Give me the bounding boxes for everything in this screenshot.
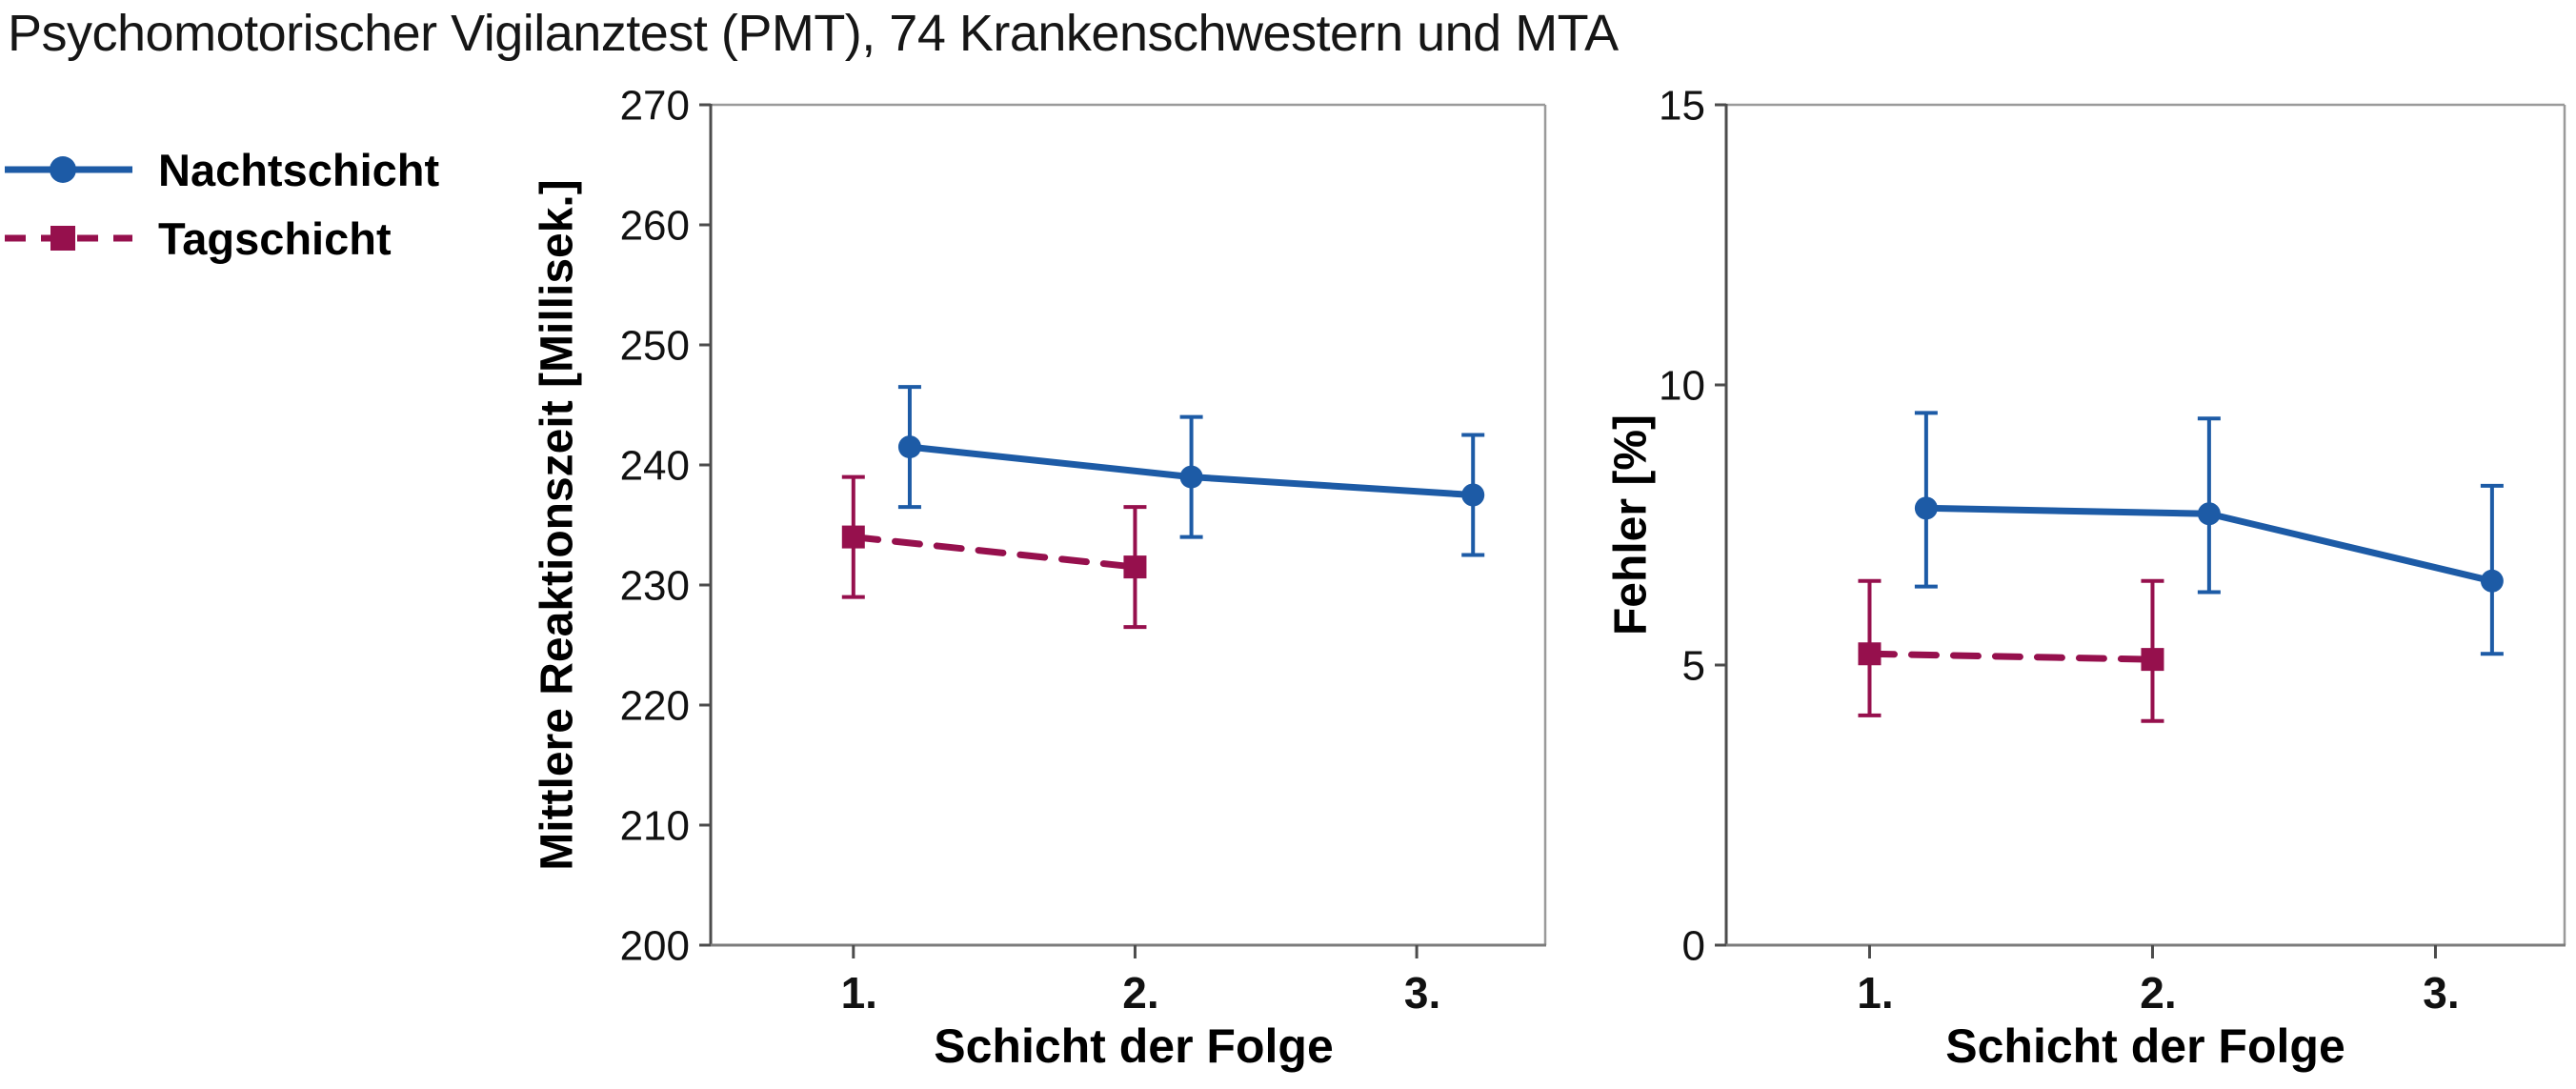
series-tagschicht	[1858, 578, 2164, 723]
y-axis-label-error-percent: Fehler [%]	[1605, 413, 1657, 636]
y-tick-label: 260	[620, 202, 690, 249]
y-tick-label: 15	[1659, 82, 1705, 129]
legend-label-tagschicht: Tagschicht	[158, 212, 392, 264]
series-tagschicht	[841, 474, 1147, 630]
data-point-marker	[1461, 483, 1485, 507]
series-nachtschicht	[1914, 411, 2504, 656]
y-axis-label-reaction-time: Mittlere Reaktionszeit [Millisek.]	[532, 179, 583, 871]
reaction-time-chart: 270 260 250 240 230 220 210 200 1. 2. 3.	[620, 82, 1547, 1018]
x-tick-label: 1.	[841, 968, 877, 1018]
x-tick-label: 2.	[1122, 968, 1158, 1018]
legend-item-nachtschicht: Nachtschicht	[2, 135, 439, 204]
data-point-marker	[1858, 642, 1882, 666]
legend-label-nachtschicht: Nachtschicht	[158, 144, 440, 195]
x-tick-label: 2.	[2140, 968, 2176, 1018]
y-tick-label: 10	[1659, 362, 1705, 409]
x-tick-label: 1.	[1857, 968, 1893, 1018]
error-percent-chart: 15 10 5 0 1. 2. 3.	[1659, 82, 2566, 1018]
data-point-marker	[2480, 569, 2504, 593]
line-circle-marker-icon	[5, 156, 132, 183]
x-tick-label: 3.	[2423, 968, 2459, 1018]
y-tick-label: 230	[620, 562, 690, 609]
figure-title: Psychomotorischer Vigilanztest (PMT), 74…	[8, 5, 1619, 62]
data-point-marker	[1914, 496, 1938, 520]
x-axis-label-left: Schicht der Folge	[934, 1019, 1334, 1073]
data-point-marker	[841, 525, 865, 549]
data-point-marker	[1123, 555, 1147, 579]
series-line	[850, 534, 1138, 571]
y-tick-label: 240	[620, 442, 690, 489]
data-point-marker	[2141, 648, 2164, 672]
data-point-marker	[1179, 465, 1203, 489]
series-nachtschicht	[897, 385, 1485, 557]
y-tick-label: 0	[1682, 922, 1705, 969]
dashed-line-square-marker-icon	[5, 226, 132, 251]
legend: Nachtschicht Tagschicht	[2, 135, 439, 272]
x-tick-label: 3.	[1404, 968, 1440, 1018]
y-tick-label: 5	[1682, 642, 1705, 689]
series-line	[1865, 650, 2156, 663]
data-point-marker	[2197, 502, 2221, 526]
y-tick-label: 220	[620, 682, 690, 729]
y-tick-label: 250	[620, 322, 690, 369]
y-tick-label: 270	[620, 82, 690, 129]
y-tick-label: 210	[620, 802, 690, 849]
x-axis-label-right: Schicht der Folge	[1945, 1019, 2345, 1073]
y-tick-label: 200	[620, 922, 690, 969]
legend-item-tagschicht: Tagschicht	[2, 204, 439, 272]
data-point-marker	[897, 435, 921, 459]
